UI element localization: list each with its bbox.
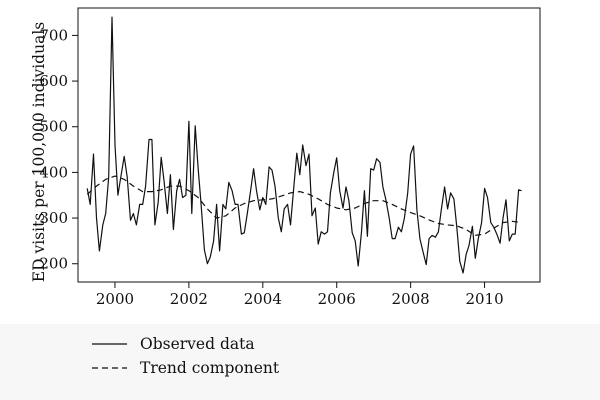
x-tick-label: 2008 <box>392 290 430 308</box>
plot-frame-group <box>77 7 541 283</box>
y-axis-title: ED visits per 100,000 individuals <box>30 22 48 282</box>
series-trend-line <box>86 175 522 236</box>
y-tick-label: 400 <box>39 163 68 181</box>
legend: Observed data Trend component <box>92 335 280 377</box>
x-tick-label: 2004 <box>244 290 282 308</box>
x-axis: 2000 2002 2004 2006 2008 2010 <box>96 282 504 308</box>
y-tick-label: 300 <box>39 209 68 227</box>
legend-label-trend: Trend component <box>140 359 280 377</box>
x-tick-label: 2010 <box>465 290 503 308</box>
y-tick-label: 500 <box>39 118 68 136</box>
y-axis: 200 300 400 500 600 700 <box>39 26 78 273</box>
y-tick-label: 700 <box>39 26 68 44</box>
series-observed-line <box>86 16 522 274</box>
series-group <box>86 16 522 274</box>
x-tick-label: 2002 <box>170 290 208 308</box>
y-tick-label: 200 <box>39 255 68 273</box>
legend-label-observed: Observed data <box>140 335 255 353</box>
x-tick-label: 2006 <box>318 290 356 308</box>
x-tick-label: 2000 <box>96 290 134 308</box>
plot-frame <box>77 7 541 283</box>
y-tick-label: 600 <box>39 72 68 90</box>
legend-background <box>0 324 600 400</box>
